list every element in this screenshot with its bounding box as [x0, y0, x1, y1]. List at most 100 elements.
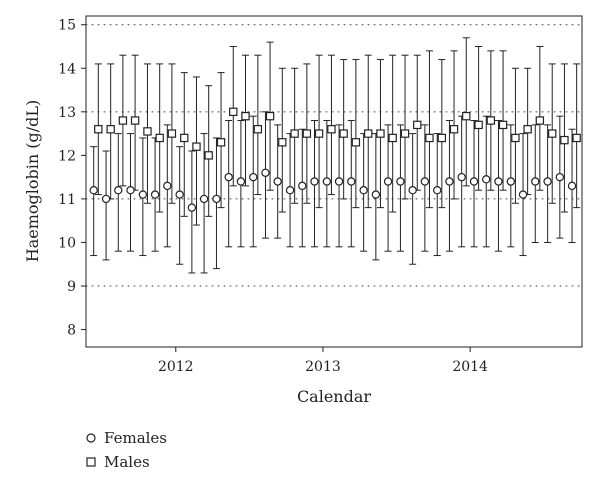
female-point-3: [126, 186, 135, 195]
female-point-9: [199, 194, 209, 204]
x-tick-label-2013: 2013: [305, 359, 341, 375]
legend-males-marker: [86, 457, 96, 467]
male-point-35: [523, 125, 532, 134]
data-markers: [89, 107, 581, 212]
legend: Females Males: [86, 429, 167, 471]
female-point-29: [445, 177, 454, 186]
male-point-5: [155, 133, 164, 143]
male-point-32: [486, 116, 496, 125]
male-point-33: [498, 120, 508, 130]
male-point-10: [216, 138, 226, 147]
male-point-11: [229, 107, 238, 117]
male-point-15: [278, 138, 287, 147]
female-point-28: [433, 186, 442, 195]
male-point-30: [462, 111, 471, 121]
male-point-22: [364, 129, 373, 138]
female-point-31: [469, 177, 479, 186]
female-point-12: [236, 177, 246, 186]
y-tick-label-15: 15: [58, 18, 76, 34]
male-point-25: [400, 129, 410, 138]
y-tick-label-9: 9: [67, 279, 76, 295]
female-point-14: [261, 168, 270, 177]
female-point-6: [163, 181, 172, 191]
male-point-21: [351, 138, 361, 147]
female-point-30: [457, 172, 466, 182]
male-point-3: [130, 116, 140, 125]
female-point-0: [89, 186, 98, 195]
male-point-6: [167, 129, 177, 138]
female-point-34: [506, 177, 516, 186]
male-point-24: [388, 133, 397, 143]
female-point-27: [420, 177, 430, 186]
male-point-31: [474, 120, 483, 130]
legend-females-label: Females: [104, 429, 167, 447]
x-tick-label-2012: 2012: [158, 359, 194, 375]
legend-males-label: Males: [104, 453, 150, 471]
female-point-36: [531, 177, 540, 186]
male-point-28: [437, 133, 447, 143]
male-point-19: [327, 125, 336, 134]
male-point-38: [560, 135, 569, 145]
y-tick-label-10: 10: [58, 235, 76, 251]
male-point-26: [413, 120, 422, 130]
female-point-1: [101, 194, 111, 204]
female-point-5: [150, 190, 160, 199]
male-point-8: [192, 142, 201, 151]
female-point-26: [408, 186, 417, 195]
female-point-25: [396, 177, 405, 186]
y-tick-label-8: 8: [67, 323, 76, 339]
female-point-33: [494, 177, 503, 186]
y-tick-label-14: 14: [58, 61, 76, 77]
female-point-11: [224, 172, 233, 182]
female-point-37: [543, 177, 552, 186]
legend-females-marker: [86, 433, 96, 443]
error-bars: [90, 37, 581, 274]
female-point-22: [359, 186, 368, 195]
male-point-13: [253, 125, 263, 134]
male-point-2: [118, 116, 128, 125]
female-point-39: [567, 181, 577, 191]
y-tick-label-13: 13: [58, 105, 76, 121]
male-point-0: [94, 125, 103, 134]
female-point-8: [187, 203, 197, 212]
x-tick-label-2014: 2014: [452, 359, 488, 375]
male-point-4: [143, 127, 152, 136]
male-point-36: [535, 116, 545, 125]
female-point-16: [285, 186, 295, 195]
male-point-39: [572, 133, 581, 143]
y-axis: 8 9 10 11 12 13 14 15: [58, 18, 86, 339]
male-point-34: [511, 133, 520, 143]
female-point-35: [518, 190, 528, 199]
y-tick-label-11: 11: [58, 192, 76, 208]
female-point-13: [249, 172, 258, 182]
female-point-4: [138, 190, 148, 199]
female-point-21: [347, 177, 356, 186]
male-point-7: [180, 133, 189, 143]
male-point-23: [376, 129, 385, 138]
female-point-15: [273, 177, 282, 186]
female-point-10: [212, 194, 221, 204]
female-point-19: [322, 177, 332, 186]
female-point-23: [371, 190, 381, 199]
y-tick-label-12: 12: [58, 148, 76, 164]
x-axis: 2012 2013 2014: [158, 347, 488, 375]
male-point-16: [290, 129, 299, 138]
male-point-9: [204, 151, 213, 160]
male-point-29: [449, 125, 459, 134]
plot-frame: [85, 15, 583, 348]
female-point-7: [175, 190, 184, 199]
female-point-20: [334, 177, 344, 186]
male-point-18: [314, 129, 324, 138]
male-point-20: [339, 129, 348, 138]
male-point-37: [548, 129, 557, 138]
female-point-18: [310, 177, 319, 186]
female-point-17: [298, 181, 307, 191]
male-point-14: [265, 111, 275, 121]
male-point-27: [425, 133, 434, 143]
male-point-17: [302, 129, 312, 138]
y-axis-title: Haemoglobin (g/dL): [23, 100, 42, 263]
male-point-1: [106, 125, 115, 134]
x-axis-title: Calendar: [297, 387, 371, 406]
female-point-24: [383, 177, 393, 186]
